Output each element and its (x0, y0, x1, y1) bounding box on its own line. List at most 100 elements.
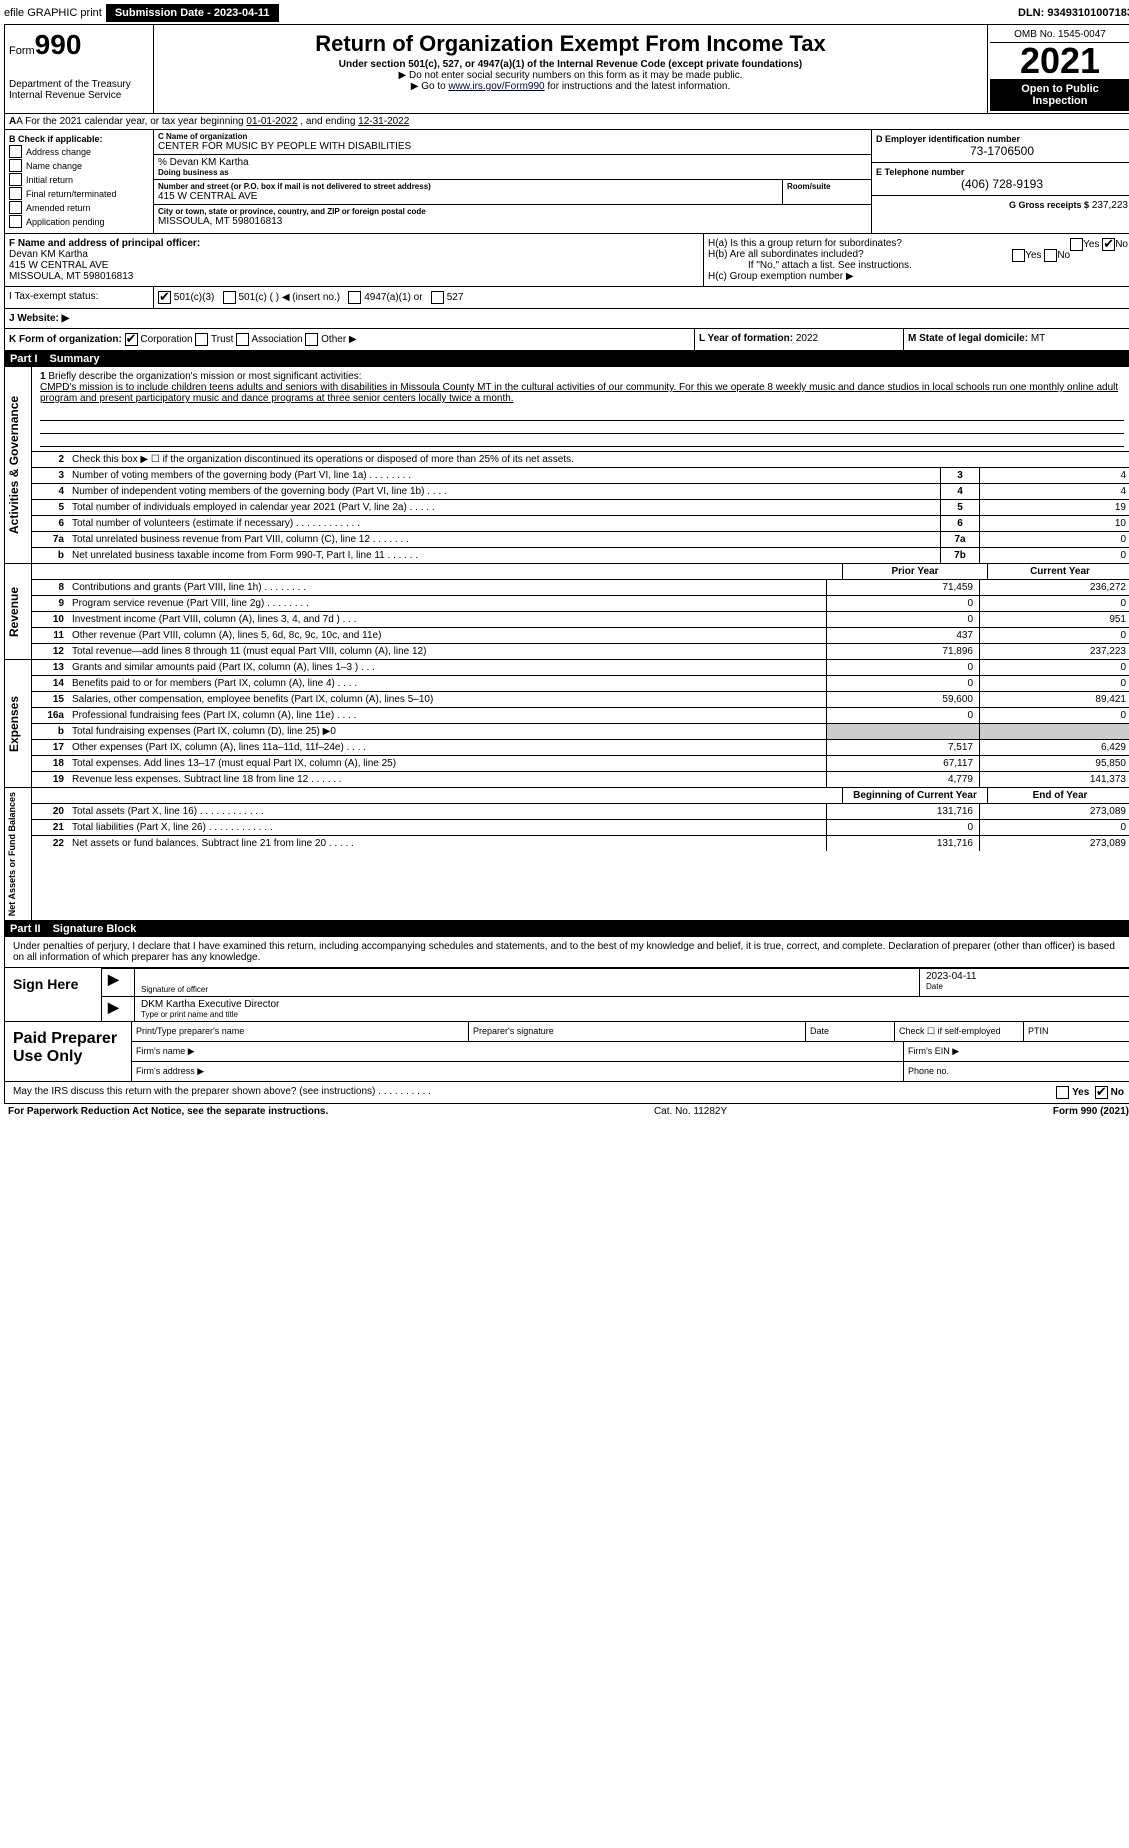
cat-number: Cat. No. 11282Y (328, 1106, 1053, 1117)
hb-no[interactable] (1044, 249, 1057, 262)
street-address: 415 W CENTRAL AVE (158, 191, 778, 202)
row-j-label: J Website: ▶ (5, 309, 153, 328)
date-label: Date (926, 982, 1126, 991)
pra-notice: For Paperwork Reduction Act Notice, see … (8, 1106, 328, 1117)
begin-year-hdr: Beginning of Current Year (842, 788, 987, 803)
room-label: Room/suite (783, 180, 871, 204)
end-year-hdr: End of Year (987, 788, 1129, 803)
chk-corp[interactable] (125, 333, 138, 346)
line-row: 16aProfessional fundraising fees (Part I… (32, 708, 1129, 724)
tab-expenses: Expenses (5, 660, 32, 787)
row-k: K Form of organization: Corporation Trus… (5, 329, 695, 350)
chk-501c3[interactable] (158, 291, 171, 304)
arrow-icon: ▶ (102, 997, 135, 1021)
instructions-link[interactable]: www.irs.gov/Form990 (448, 81, 544, 92)
submission-date-button[interactable]: Submission Date - 2023-04-11 (106, 4, 279, 22)
preparer-date-label: Date (806, 1022, 895, 1041)
officer-print-name: DKM Kartha Executive Director (141, 999, 1126, 1010)
row-l: L Year of formation: 2022 (695, 329, 904, 350)
firm-name-label: Firm's name ▶ (132, 1042, 904, 1061)
line-row: 18Total expenses. Add lines 13–17 (must … (32, 756, 1129, 772)
hb-yes[interactable] (1012, 249, 1025, 262)
chk-name-change[interactable] (9, 159, 22, 172)
chk-assoc[interactable] (236, 333, 249, 346)
chk-other[interactable] (305, 333, 318, 346)
part1-header: Part ISummary (4, 351, 1129, 367)
chk-4947[interactable] (348, 291, 361, 304)
discuss-text: May the IRS discuss this return with the… (13, 1086, 431, 1099)
line-row: 14Benefits paid to or for members (Part … (32, 676, 1129, 692)
line-row: bTotal fundraising expenses (Part IX, co… (32, 724, 1129, 740)
form-title: Return of Organization Exempt From Incom… (158, 31, 983, 57)
line-row: 9Program service revenue (Part VIII, lin… (32, 596, 1129, 612)
tab-revenue: Revenue (5, 564, 32, 659)
dln-label: DLN: 93493101007183 (1018, 7, 1129, 19)
city-state-zip: MISSOULA, MT 598016813 (158, 216, 867, 227)
ein-label: D Employer identification number (876, 134, 1128, 144)
paid-preparer-label: Paid Preparer Use Only (5, 1022, 131, 1081)
hc-label: H(c) Group exemption number ▶ (708, 271, 1128, 282)
sig-date: 2023-04-11 (926, 971, 1126, 982)
open-to-public: Open to Public Inspection (990, 79, 1129, 111)
tab-governance: Activities & Governance (5, 367, 32, 563)
chk-trust[interactable] (195, 333, 208, 346)
line-row: 21Total liabilities (Part X, line 26) . … (32, 820, 1129, 836)
dept-label: Department of the Treasury Internal Reve… (9, 79, 149, 101)
arrow-icon: ▶ (102, 969, 135, 996)
officer-addr1: 415 W CENTRAL AVE (9, 260, 108, 271)
line-row: 19Revenue less expenses. Subtract line 1… (32, 772, 1129, 787)
row-m: M State of legal domicile: MT (904, 329, 1129, 350)
chk-app-pending[interactable] (9, 215, 22, 228)
chk-address-change[interactable] (9, 145, 22, 158)
line-row: 7aTotal unrelated business revenue from … (32, 532, 1129, 548)
ein-value: 73-1706500 (876, 144, 1128, 158)
line-row: 22Net assets or fund balances. Subtract … (32, 836, 1129, 851)
ha-yes[interactable] (1070, 238, 1083, 251)
sig-officer-label: Signature of officer (141, 985, 913, 994)
col-b-checkboxes: B Check if applicable: Address change Na… (5, 130, 154, 233)
type-name-label: Type or print name and title (141, 1010, 1126, 1019)
chk-amended[interactable] (9, 201, 22, 214)
dba-label: Doing business as (158, 168, 867, 177)
phone-label: Phone no. (904, 1062, 1129, 1081)
form-subtitle: Under section 501(c), 527, or 4947(a)(1)… (158, 59, 983, 70)
line-row: 8Contributions and grants (Part VIII, li… (32, 580, 1129, 596)
tax-year: 2021 (990, 43, 1129, 79)
tel-value: (406) 728-9193 (876, 177, 1128, 191)
preparer-name-label: Print/Type preparer's name (132, 1022, 469, 1041)
chk-initial-return[interactable] (9, 173, 22, 186)
tab-net-assets: Net Assets or Fund Balances (5, 788, 32, 920)
prior-year-hdr: Prior Year (842, 564, 987, 579)
line-row: 13Grants and similar amounts paid (Part … (32, 660, 1129, 676)
discuss-yes[interactable] (1056, 1086, 1069, 1099)
declaration-text: Under penalties of perjury, I declare th… (5, 937, 1129, 967)
hb-label: H(b) Are all subordinates included? (708, 249, 864, 260)
gross-label: G Gross receipts $ (1009, 200, 1089, 210)
part2-header: Part IISignature Block (4, 921, 1129, 937)
line-row: 4Number of independent voting members of… (32, 484, 1129, 500)
line-row: 5Total number of individuals employed in… (32, 500, 1129, 516)
line-row: 6Total number of volunteers (estimate if… (32, 516, 1129, 532)
ssn-note: ▶ Do not enter social security numbers o… (158, 70, 983, 81)
line-row: 12Total revenue—add lines 8 through 11 (… (32, 644, 1129, 659)
care-of: % Devan KM Kartha (158, 157, 867, 168)
row-i-label: I Tax-exempt status: (5, 287, 154, 308)
chk-527[interactable] (431, 291, 444, 304)
instructions-note: ▶ Go to www.irs.gov/Form990 for instruct… (158, 81, 983, 92)
chk-final-return[interactable] (9, 187, 22, 200)
current-year-hdr: Current Year (987, 564, 1129, 579)
line-row: bNet unrelated business taxable income f… (32, 548, 1129, 563)
line-row: 10Investment income (Part VIII, column (… (32, 612, 1129, 628)
mission-text: CMPD's mission is to include children te… (40, 382, 1118, 404)
officer-label: F Name and address of principal officer: (9, 238, 200, 249)
ha-no[interactable] (1102, 238, 1115, 251)
line-row: 20Total assets (Part X, line 16) . . . .… (32, 804, 1129, 820)
chk-501c[interactable] (223, 291, 236, 304)
self-employed-check: Check ☐ if self-employed (895, 1022, 1024, 1041)
discuss-no[interactable] (1095, 1086, 1108, 1099)
org-name-label: C Name of organization (158, 132, 867, 141)
officer-addr2: MISSOULA, MT 598016813 (9, 271, 133, 282)
addr-label: Number and street (or P.O. box if mail i… (158, 182, 778, 191)
line-row: 15Salaries, other compensation, employee… (32, 692, 1129, 708)
firm-ein-label: Firm's EIN ▶ (904, 1042, 1129, 1061)
